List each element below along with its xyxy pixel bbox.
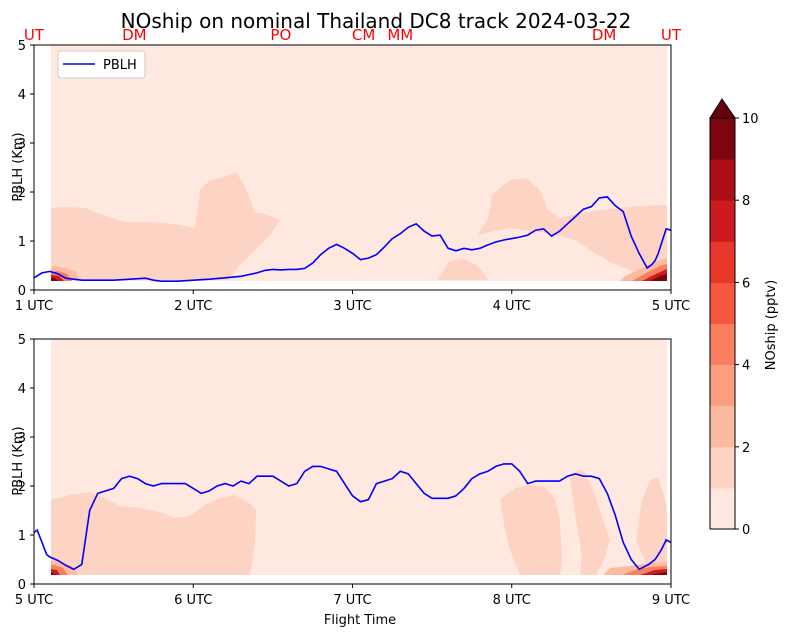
colorbar-level <box>710 487 735 530</box>
colorbar-level <box>710 118 735 160</box>
colorbar-extend-arrow <box>709 98 736 119</box>
colorbar-tick-label: 6 <box>742 276 750 291</box>
top-y-tick-label: 4 <box>18 88 26 103</box>
top-x-tick-label: 2 UTC <box>174 299 212 314</box>
colorbar-level <box>710 200 735 242</box>
colorbar-label: NOship (pptv) <box>764 280 779 370</box>
bottom-y-tick-label: 3 <box>18 431 26 446</box>
top-x-axis: 1 UTC 2 UTC 3 UTC 4 UTC 5 UTC <box>15 290 690 314</box>
location-label: PO <box>270 26 291 44</box>
colorbar-tick-label: 10 <box>742 112 759 127</box>
legend: PBLH <box>57 50 146 79</box>
bottom-y-tick-label: 4 <box>18 382 26 397</box>
top-x-tick-label: 1 UTC <box>15 299 53 314</box>
location-label: UT <box>24 26 45 44</box>
colorbar-level <box>710 241 735 283</box>
colorbar-level <box>710 364 735 407</box>
colorbar-ticks: 0 2 4 6 8 10 <box>735 112 759 538</box>
location-labels: UT DM PO CM MM DM UT <box>24 26 682 44</box>
location-label: MM <box>387 26 413 44</box>
top-y-tick-label: 5 <box>18 39 26 54</box>
bottom-pblh-line <box>33 463 672 571</box>
bottom-x-tick-label: 7 UTC <box>333 593 371 608</box>
bottom-y-tick-label: 2 <box>18 480 26 495</box>
bottom-x-axis: 5 UTC 6 UTC 7 UTC 8 UTC 9 UTC <box>15 584 690 608</box>
top-pblh-line <box>33 196 672 282</box>
top-y-axis-label: PBLH (Km) <box>11 132 26 201</box>
bottom-panel: 5 UTC 6 UTC 7 UTC 8 UTC 9 UTC 0 1 2 3 4 5 PBLH (K… <box>11 333 690 628</box>
location-label: CM <box>352 26 375 44</box>
legend-label-pblh: PBLH <box>103 58 137 73</box>
bottom-contour-fill <box>51 339 667 584</box>
bottom-y-axis: 0 1 2 3 4 5 <box>18 333 34 593</box>
bottom-x-tick-label: 9 UTC <box>652 593 690 608</box>
colorbar-blocks <box>710 118 735 530</box>
colorbar-frame <box>709 117 736 530</box>
location-label: DM <box>122 26 147 44</box>
top-x-tick-label: 3 UTC <box>333 299 371 314</box>
location-label: UT <box>661 26 682 44</box>
colorbar-level <box>710 282 735 324</box>
bottom-x-tick-label: 5 UTC <box>15 593 53 608</box>
bottom-y-tick-label: 0 <box>18 578 26 593</box>
colorbar-tick-label: 2 <box>742 441 750 456</box>
bottom-y-tick-label: 1 <box>18 529 26 544</box>
top-x-tick-label: 5 UTC <box>652 299 690 314</box>
figure-title: NOship on nominal Thailand DC8 track 202… <box>121 9 632 33</box>
bottom-y-tick-label: 5 <box>18 333 26 348</box>
top-x-tick-label: 4 UTC <box>493 299 531 314</box>
bottom-y-axis-label: PBLH (Km) <box>11 426 26 495</box>
top-y-axis: 0 1 2 3 4 5 <box>18 39 34 299</box>
colorbar-tick-label: 0 <box>742 523 750 538</box>
top-y-tick-label: 3 <box>18 137 26 152</box>
top-contour-fill <box>51 45 667 290</box>
colorbar-level <box>710 159 735 201</box>
top-y-tick-label: 2 <box>18 186 26 201</box>
top-y-tick-label: 0 <box>18 284 26 299</box>
bottom-x-axis-label: Flight Time <box>324 613 396 628</box>
colorbar-level <box>710 323 735 366</box>
bottom-x-tick-label: 6 UTC <box>174 593 212 608</box>
colorbar-tick-label: 4 <box>742 359 750 374</box>
colorbar-level <box>710 446 735 489</box>
colorbar-tick-label: 8 <box>742 194 750 209</box>
top-y-tick-label: 1 <box>18 235 26 250</box>
bottom-x-tick-label: 8 UTC <box>493 593 531 608</box>
location-label: DM <box>592 26 617 44</box>
colorbar: 0 2 4 6 8 10 NOship (pptv) <box>709 98 779 538</box>
colorbar-level <box>710 405 735 448</box>
top-panel: 1 UTC 2 UTC 3 UTC 4 UTC 5 UTC 0 1 2 3 4 5 PBLH (K… <box>11 39 690 314</box>
